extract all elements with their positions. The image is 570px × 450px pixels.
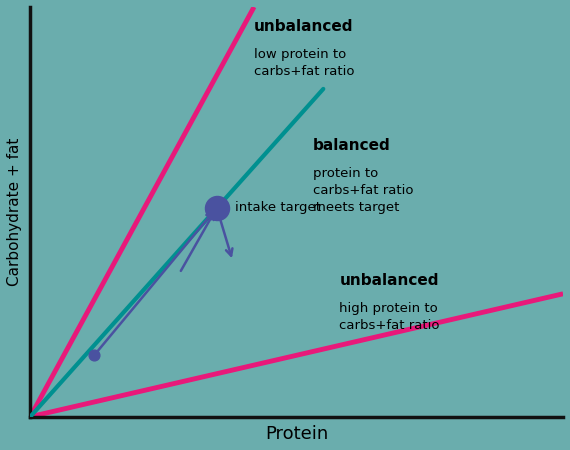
Text: low protein to
carbs+fat ratio: low protein to carbs+fat ratio (254, 48, 355, 78)
Text: protein to
carbs+fat ratio
meets target: protein to carbs+fat ratio meets target (313, 167, 413, 214)
Point (212, 204, 221, 212)
Text: intake target: intake target (235, 201, 321, 214)
X-axis label: Protein: Protein (265, 425, 328, 443)
Text: balanced: balanced (313, 138, 390, 153)
Y-axis label: Carbohydrate + fat: Carbohydrate + fat (7, 138, 22, 286)
Text: unbalanced: unbalanced (254, 19, 353, 34)
Text: high protein to
carbs+fat ratio: high protein to carbs+fat ratio (339, 302, 440, 332)
Text: unbalanced: unbalanced (339, 273, 439, 288)
Point (89, 351, 99, 359)
